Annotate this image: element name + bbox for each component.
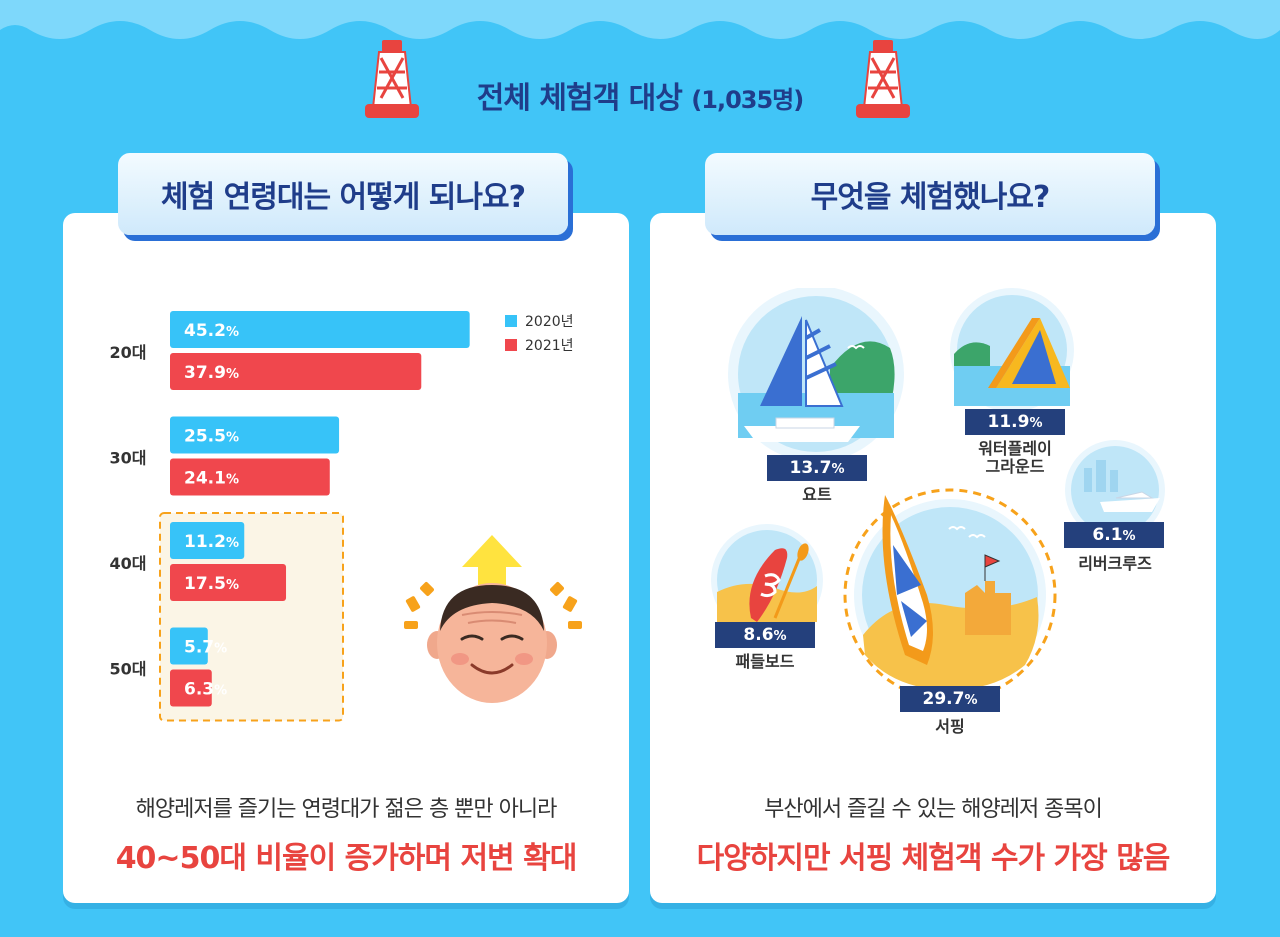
activity-panel-tab: 무엇을 체험했나요? bbox=[705, 153, 1155, 235]
legend-label-2020: 2020년 bbox=[525, 314, 574, 330]
age-caption-line1: 해양레저를 즐기는 연령대가 젊은 층 뿐만 아니라 bbox=[135, 797, 558, 822]
activity-unit-water-playground: % bbox=[1029, 416, 1043, 431]
activity-unit-surfing: % bbox=[964, 693, 978, 708]
activity-value-water-playground: 11.9% bbox=[965, 409, 1065, 435]
age-panel-tab: 체험 연령대는 어떻게 되나요? bbox=[118, 153, 568, 235]
page-header: 전체 체험객 대상 (1,035명) bbox=[0, 60, 1280, 130]
river-cruise-illustration bbox=[1065, 440, 1165, 540]
activity-name-paddleboard: 패들보드 bbox=[735, 652, 795, 671]
page-title: 전체 체험객 대상 (1,035명) bbox=[476, 73, 804, 117]
activity-unit-paddleboard: % bbox=[773, 629, 787, 644]
activity-name-water-playground: 워터플레이 그라운드 bbox=[978, 439, 1052, 476]
age-panel-caption: 해양레저를 즐기는 연령대가 젊은 층 뿐만 아니라 40~50대 비율이 증가… bbox=[63, 791, 629, 877]
activity-value-yacht-num: 13.7 bbox=[789, 458, 832, 478]
legend-item-2020: 2020년 bbox=[505, 309, 574, 333]
happy-face-illustration bbox=[404, 535, 582, 703]
activity-panel-caption: 부산에서 즐길 수 있는 해양레저 종목이 다양하지만 서핑 체험객 수가 가장… bbox=[650, 791, 1216, 877]
activity-value-river-cruise: 6.1% bbox=[1064, 522, 1164, 548]
activity-value-paddleboard: 8.6% bbox=[715, 622, 815, 648]
activity-caption-line1: 부산에서 즐길 수 있는 해양레저 종목이 bbox=[764, 797, 1103, 822]
activity-value-water-playground-num: 11.9 bbox=[987, 412, 1030, 432]
activity-unit-yacht: % bbox=[831, 462, 845, 477]
legend-swatch-2021 bbox=[505, 339, 517, 351]
legend-label-2021: 2021년 bbox=[525, 338, 574, 354]
age-panel-title: 체험 연령대는 어떻게 되나요? bbox=[161, 180, 526, 215]
age-caption-line2: 40~50대 비율이 증가하며 저변 확대 bbox=[115, 841, 578, 876]
legend-swatch-2020 bbox=[505, 315, 517, 327]
water-playground-illustration bbox=[950, 288, 1074, 412]
page-title-text: 전체 체험객 대상 bbox=[476, 81, 683, 116]
buoy-icon bbox=[856, 40, 910, 118]
wave-background bbox=[0, 0, 1280, 60]
activity-value-surfing-num: 29.7 bbox=[922, 689, 965, 709]
activity-value-river-cruise-num: 6.1 bbox=[1092, 525, 1123, 545]
paddleboard-illustration bbox=[711, 524, 823, 632]
yacht-illustration bbox=[728, 288, 904, 462]
activity-caption-line2: 다양하지만 서핑 체험객 수가 가장 많음 bbox=[696, 841, 1171, 876]
activity-value-paddleboard-num: 8.6 bbox=[743, 625, 774, 645]
activity-name-surfing: 서핑 bbox=[935, 717, 965, 736]
activity-panel-title: 무엇을 체험했나요? bbox=[810, 180, 1051, 215]
buoy-icon bbox=[365, 40, 419, 118]
activity-name-river-cruise: 리버크루즈 bbox=[1078, 554, 1152, 573]
activity-name-yacht: 요트 bbox=[802, 485, 832, 504]
respondent-count: (1,035명) bbox=[691, 86, 804, 114]
legend-item-2021: 2021년 bbox=[505, 333, 574, 357]
chart-legend: 2020년 2021년 bbox=[505, 309, 574, 357]
activity-value-surfing: 29.7% bbox=[900, 686, 1000, 712]
surfing-illustration bbox=[843, 488, 1057, 700]
activity-value-yacht: 13.7% bbox=[767, 455, 867, 481]
activity-unit-river-cruise: % bbox=[1122, 529, 1136, 544]
